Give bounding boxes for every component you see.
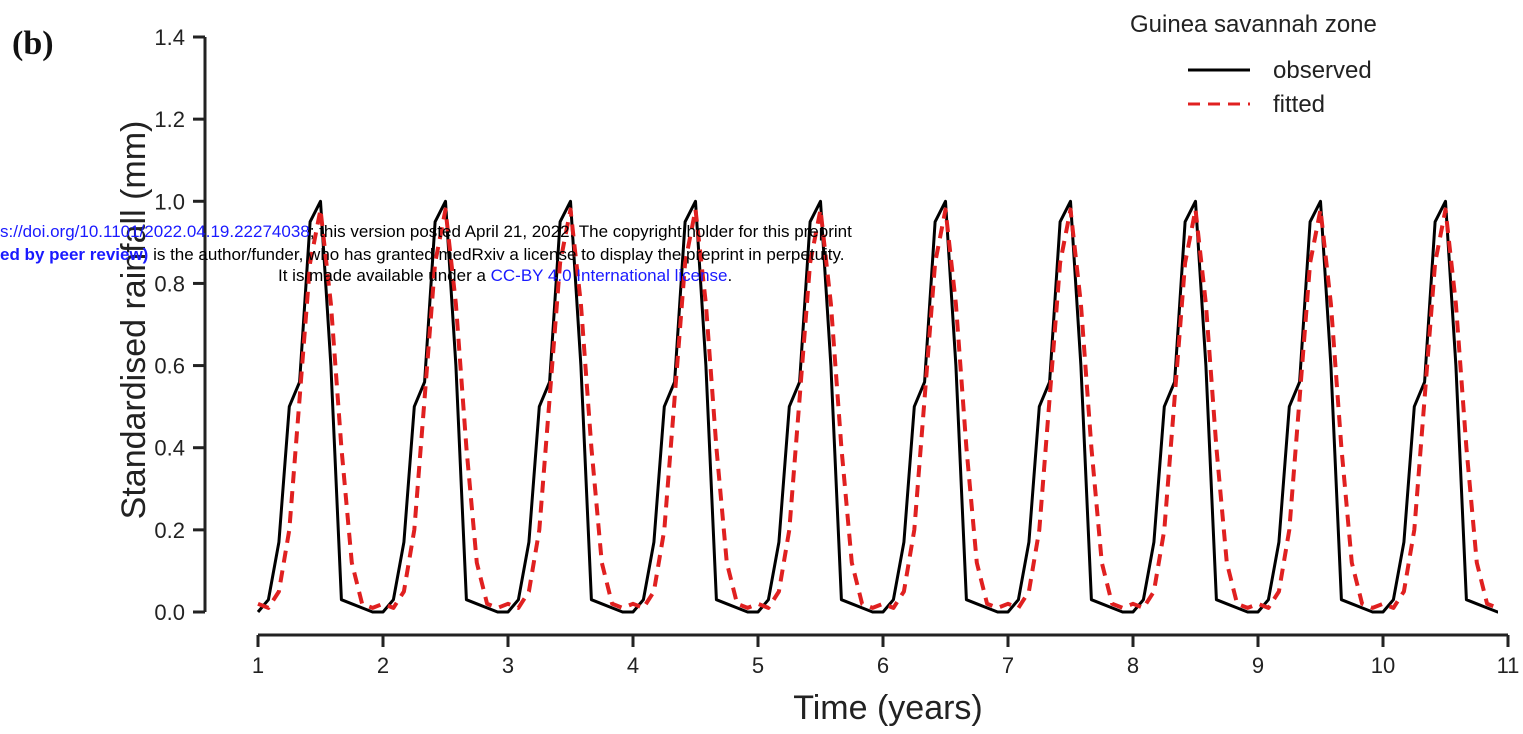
doi-link[interactable]: s://doi.org/10.1101/2022.04.19.22274038 (0, 222, 310, 241)
legend-fitted-label: fitted (1273, 91, 1325, 118)
series-observed-line (256, 199, 1500, 614)
x-tick-label: 1 (252, 653, 264, 678)
y-tick-label: 0.8 (154, 271, 185, 296)
x-tick-label: 10 (1371, 653, 1395, 678)
watermark-text-2: is the author/funder, who has granted me… (148, 245, 845, 264)
x-tick-label: 11 (1497, 653, 1520, 678)
y-tick-label: 0.4 (154, 436, 185, 461)
x-tick-label: 8 (1127, 653, 1139, 678)
watermark-text-3: It is made available under a (278, 266, 491, 285)
y-tick-label: 1.4 (154, 25, 185, 50)
x-tick-label: 7 (1002, 653, 1014, 678)
legend: Guinea savannah zone observed fitted (1130, 11, 1377, 118)
watermark-text-3-end: . (727, 266, 733, 285)
panel-label: (b) (12, 25, 54, 62)
x-tick-label: 3 (502, 653, 514, 678)
x-tick-label: 5 (752, 653, 764, 678)
legend-observed-label: observed (1273, 57, 1372, 84)
x-tick-label: 9 (1252, 653, 1264, 678)
x-tick-label: 4 (627, 653, 639, 678)
y-axis-title: Standardised rainfall (mm) (115, 121, 153, 520)
watermark-line-3: It is made available under a CC-BY 4.0 I… (278, 266, 732, 286)
y-tick-label: 1.2 (154, 107, 185, 132)
y-axis: 0.0 0.2 0.4 0.6 0.8 1.0 1.2 1.4 (154, 25, 207, 625)
watermark-bold: ed by peer review) (0, 245, 149, 264)
x-tick-label: 2 (377, 653, 389, 678)
watermark-line-1: s://doi.org/10.1101/2022.04.19.22274038;… (0, 222, 852, 242)
y-tick-label: 1.0 (154, 189, 185, 214)
license-link[interactable]: CC-BY 4.0 International license (490, 266, 728, 285)
series-layer (256, 199, 1500, 614)
y-tick-label: 0.2 (154, 518, 185, 543)
series-fitted-line (257, 207, 1500, 610)
x-axis-title: Time (years) (793, 689, 983, 727)
watermark-text-1: ; this version posted April 21, 2022. Th… (309, 222, 852, 241)
y-tick-label: 0.0 (154, 600, 185, 625)
y-tick-label: 0.6 (154, 354, 185, 379)
legend-title: Guinea savannah zone (1130, 11, 1377, 38)
x-tick-label: 6 (877, 653, 889, 678)
x-axis: 1 2 3 4 5 6 7 8 9 10 11 (252, 633, 1520, 678)
watermark-line-2: ed by peer review) is the author/funder,… (0, 245, 844, 265)
